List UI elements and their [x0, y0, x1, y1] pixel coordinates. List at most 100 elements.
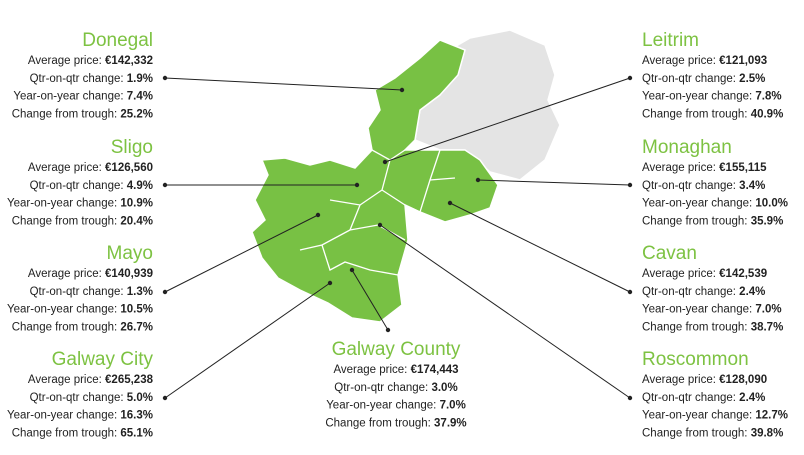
stat-value: 2.4%	[739, 286, 765, 298]
stat-value: 2.4%	[739, 392, 765, 404]
stat-value: 26.7%	[120, 321, 153, 333]
stat-line: Average price: €121,093	[642, 55, 767, 67]
stat-label: Change from trough:	[642, 321, 747, 333]
leader-dot	[447, 200, 453, 206]
stat-line: Qtr-on-qtr change: 5.0%	[30, 392, 153, 404]
stat-value: 7.8%	[755, 91, 781, 103]
stat-label: Change from trough:	[642, 108, 747, 120]
stat-label: Average price:	[642, 55, 716, 67]
region-name: Monaghan	[642, 137, 732, 158]
stat-line: Change from trough: 38.7%	[642, 321, 783, 333]
stat-value: 16.3%	[120, 410, 153, 422]
stat-value: 39.8%	[751, 427, 784, 439]
stat-label: Year-on-year change:	[13, 91, 123, 103]
stat-line: Change from trough: 39.8%	[642, 427, 783, 439]
stat-line: Qtr-on-qtr change: 3.4%	[642, 180, 765, 192]
stat-value: 3.0%	[431, 382, 457, 394]
stat-label: Average price:	[642, 374, 716, 386]
stat-line: Year-on-year change: 7.4%	[13, 91, 153, 103]
stat-value: €128,090	[719, 374, 767, 386]
stat-value: 5.0%	[127, 392, 153, 404]
leader-line	[384, 77, 631, 163]
stat-line: Change from trough: 20.4%	[12, 215, 153, 227]
stat-line: Year-on-year change: 10.5%	[7, 304, 153, 316]
stat-line: Qtr-on-qtr change: 1.9%	[30, 73, 153, 85]
leader-dot	[354, 182, 360, 188]
leader-line	[164, 282, 331, 399]
stat-value: 2.5%	[739, 73, 765, 85]
stat-label: Change from trough:	[12, 215, 117, 227]
map	[251, 29, 561, 323]
stat-value: 7.0%	[440, 400, 466, 412]
leader-dot	[315, 212, 321, 218]
stat-value: 10.0%	[755, 198, 788, 210]
stat-value: €142,332	[105, 55, 153, 67]
stat-label: Year-on-year change:	[7, 410, 117, 422]
stat-line: Average price: €142,539	[642, 268, 767, 280]
stat-label: Qtr-on-qtr change:	[30, 73, 124, 85]
stat-line: Average price: €128,090	[642, 374, 767, 386]
stat-label: Qtr-on-qtr change:	[30, 180, 124, 192]
stat-line: Year-on-year change: 7.0%	[642, 304, 782, 316]
stat-line: Change from trough: 25.2%	[12, 108, 153, 120]
region-name: Donegal	[82, 30, 153, 51]
stat-line: Change from trough: 37.9%	[325, 417, 466, 429]
region-name: Roscommon	[642, 349, 749, 370]
leader-dot	[627, 182, 633, 188]
stat-label: Average price:	[333, 364, 407, 376]
stat-value: 12.7%	[755, 410, 788, 422]
stat-label: Qtr-on-qtr change:	[30, 392, 124, 404]
stat-value: 4.9%	[127, 180, 153, 192]
stat-label: Average price:	[642, 268, 716, 280]
stat-line: Change from trough: 40.9%	[642, 108, 783, 120]
stat-line: Year-on-year change: 12.7%	[642, 410, 788, 422]
stat-value: 10.9%	[120, 198, 153, 210]
stat-line: Qtr-on-qtr change: 4.9%	[30, 180, 153, 192]
region-name: Sligo	[111, 137, 153, 158]
leader-dot	[475, 177, 481, 183]
stat-label: Qtr-on-qtr change:	[334, 382, 428, 394]
stat-label: Change from trough:	[12, 427, 117, 439]
stat-value: €174,443	[411, 364, 459, 376]
stat-value: 7.4%	[127, 91, 153, 103]
stat-value: €126,560	[105, 162, 153, 174]
stat-line: Average price: €140,939	[28, 268, 153, 280]
stat-value: 1.9%	[127, 73, 153, 85]
stat-line: Average price: €126,560	[28, 162, 153, 174]
stat-value: 40.9%	[751, 108, 784, 120]
stat-line: Qtr-on-qtr change: 2.4%	[642, 286, 765, 298]
leader-dot	[162, 289, 168, 295]
stat-label: Year-on-year change:	[642, 304, 752, 316]
stat-label: Change from trough:	[12, 321, 117, 333]
stat-value: 38.7%	[751, 321, 784, 333]
stat-label: Change from trough:	[12, 108, 117, 120]
leader-dot	[627, 75, 633, 81]
stat-label: Average price:	[28, 374, 102, 386]
leader-dot	[162, 182, 168, 188]
stat-label: Qtr-on-qtr change:	[642, 180, 736, 192]
stat-value: 7.0%	[755, 304, 781, 316]
stat-label: Average price:	[28, 162, 102, 174]
stat-line: Year-on-year change: 16.3%	[7, 410, 153, 422]
stat-line: Qtr-on-qtr change: 1.3%	[30, 286, 153, 298]
stat-line: Average price: €155,115	[642, 162, 767, 174]
stat-label: Average price:	[642, 162, 716, 174]
labels: Donegal Average price: €142,332 Qtr-on-qtr…	[7, 30, 788, 439]
stat-label: Average price:	[28, 55, 102, 67]
stat-label: Change from trough:	[642, 215, 747, 227]
stat-value: 3.4%	[739, 180, 765, 192]
leader-line	[477, 179, 631, 186]
region-name: Leitrim	[642, 30, 699, 51]
region-name: Cavan	[642, 243, 697, 264]
stat-label: Year-on-year change:	[642, 410, 752, 422]
stat-value: 20.4%	[120, 215, 153, 227]
stat-line: Change from trough: 26.7%	[12, 321, 153, 333]
leader-dot	[162, 395, 168, 401]
stat-value: €142,539	[719, 268, 767, 280]
leader-dot	[162, 75, 168, 81]
leader-dot	[327, 280, 333, 286]
stat-value: €265,238	[105, 374, 154, 386]
stat-value: 10.5%	[120, 304, 153, 316]
stat-label: Qtr-on-qtr change:	[642, 286, 736, 298]
